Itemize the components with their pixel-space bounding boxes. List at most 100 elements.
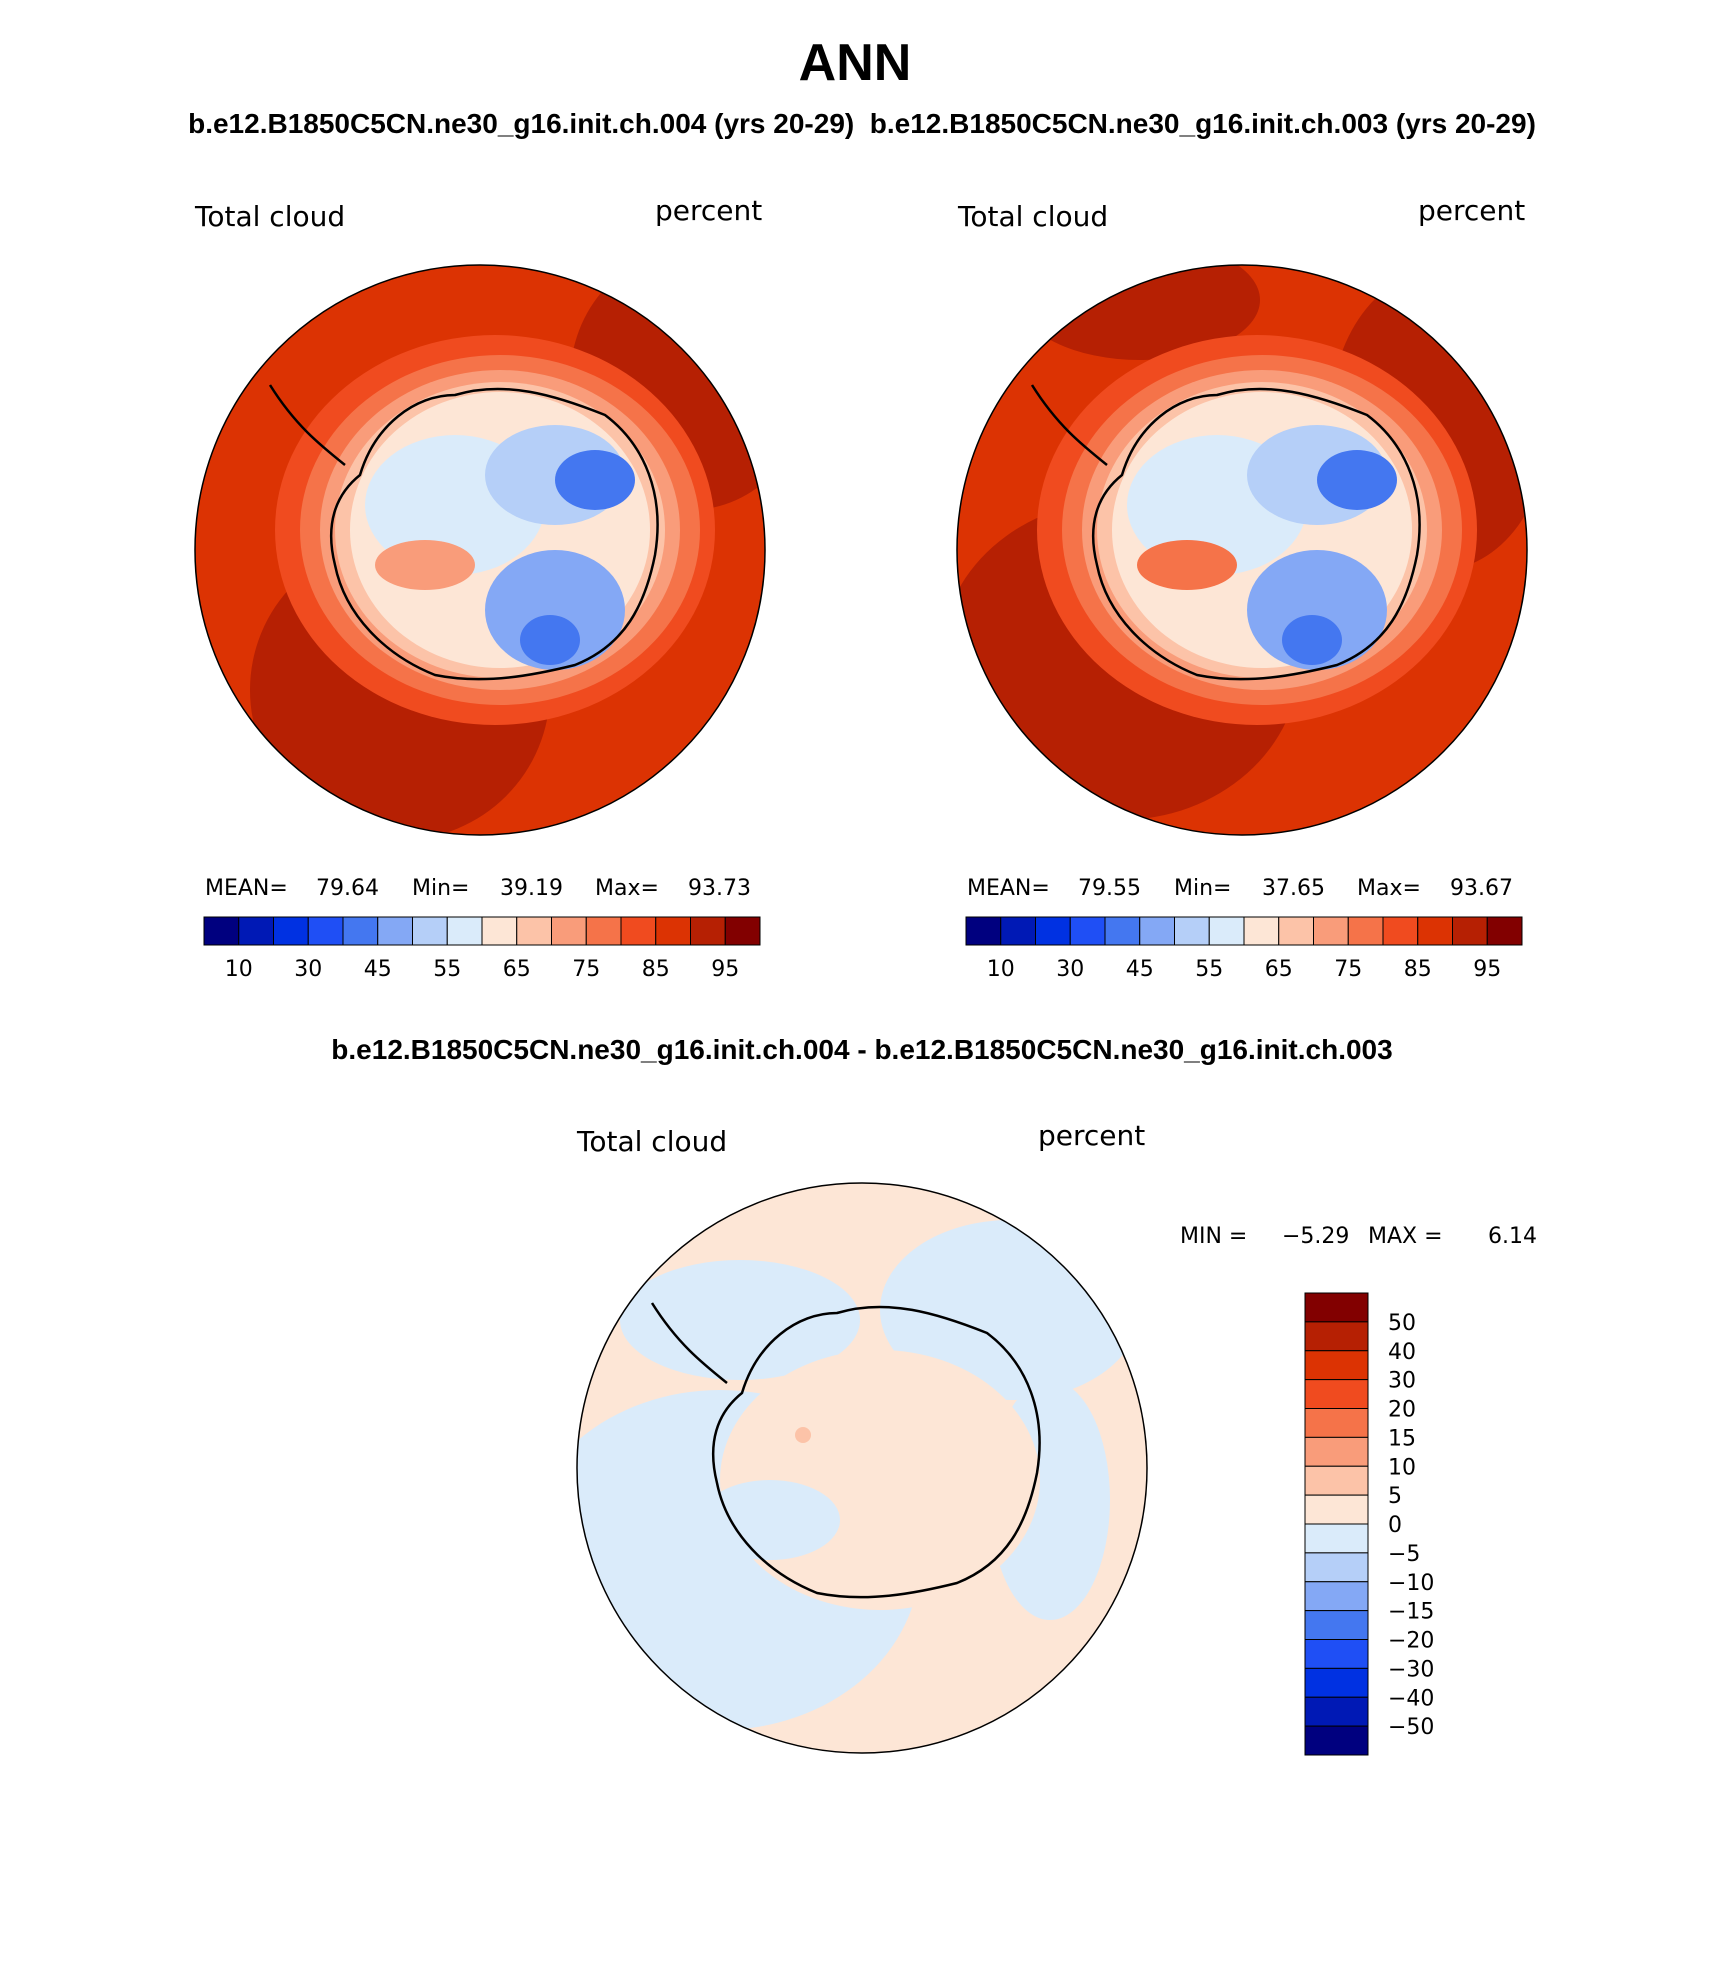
panel2-colorbar-box xyxy=(1104,916,1141,946)
diff-colorbar-tick-label: −30 xyxy=(1388,1657,1434,1682)
panel2-colorbar-box xyxy=(1382,916,1419,946)
panel1-colorbar-tick-label: 55 xyxy=(433,957,461,982)
panel1-colorbar-box xyxy=(516,916,552,946)
panel2-map-border xyxy=(956,264,1528,836)
panel1-colorbar-box xyxy=(273,916,309,946)
panel1-colorbar-box xyxy=(238,916,274,946)
diff-colorbar-box xyxy=(1304,1292,1369,1323)
panel1-colorbar-tick-label: 85 xyxy=(642,957,670,982)
panel2-colorbar-box xyxy=(1069,916,1106,946)
panel1-colorbar-box xyxy=(412,916,448,946)
diff-colorbar-box xyxy=(1304,1379,1369,1409)
diff-colorbar-tick-label: 40 xyxy=(1388,1340,1416,1365)
panel2-colorbar-box xyxy=(1139,916,1175,946)
diff-colorbar-tick-label: −40 xyxy=(1388,1686,1434,1711)
panel2-max-value: 93.67 xyxy=(1450,876,1513,901)
diff-colorbar-tick-label: 50 xyxy=(1388,1311,1416,1336)
diff-colorbar-box xyxy=(1304,1610,1369,1640)
panel1-colorbar-box xyxy=(551,916,587,946)
diff-colorbar-box xyxy=(1304,1321,1369,1352)
panel2-colorbar-tick-label: 45 xyxy=(1126,957,1154,982)
panel2-colorbar-box xyxy=(1313,916,1349,946)
figure-subtitle: b.e12.B1850C5CN.ne30_g16.init.ch.004 (yr… xyxy=(188,108,1536,139)
panel2-mean-label: MEAN= xyxy=(967,876,1050,901)
panel1-map-border xyxy=(194,264,766,836)
svg-text:MEAN= 79.55 Min=: MEAN= 79.55 Min= 37.65 Max= 93.67 xyxy=(967,876,1513,901)
panel1-colorbar-tick-label: 65 xyxy=(503,957,531,982)
panel2-colorbar-tick-label: 95 xyxy=(1473,957,1501,982)
panel1-units: percent xyxy=(655,194,762,227)
panel2-colorbar-box xyxy=(1486,916,1523,946)
diff-title: b.e12.B1850C5CN.ne30_g16.init.ch.004 - b… xyxy=(331,1034,1392,1065)
diff-map-border xyxy=(576,1182,1148,1754)
diff-variable: Total cloud xyxy=(576,1125,727,1158)
panel1-colorbar-box xyxy=(690,916,726,946)
panel1-colorbar-tick-label: 95 xyxy=(711,957,739,982)
panel2-min-value: 37.65 xyxy=(1262,876,1325,901)
panel1-colorbar-box xyxy=(307,916,344,946)
panel1-min-value: 39.19 xyxy=(500,876,563,901)
panel2-colorbar-box xyxy=(1347,916,1384,946)
panel1-colorbar-box xyxy=(585,916,622,946)
diff-colorbar-box xyxy=(1304,1436,1369,1467)
map-panel-2: Total cloud percent xyxy=(956,194,1528,982)
panel2-mean-value: 79.55 xyxy=(1078,876,1141,901)
diff-colorbar-box xyxy=(1304,1523,1369,1554)
diff-colorbar-box xyxy=(1304,1696,1369,1727)
panel2-colorbar-tick-label: 55 xyxy=(1195,957,1223,982)
diff-units: percent xyxy=(1038,1119,1145,1152)
panel2-min-label: Min= xyxy=(1174,876,1231,901)
diff-colorbar-box xyxy=(1304,1408,1369,1438)
diff-colorbar-box xyxy=(1304,1639,1369,1669)
panel1-map xyxy=(195,265,765,835)
diff-colorbar-tick-label: −15 xyxy=(1388,1600,1434,1625)
panel2-map xyxy=(957,265,1527,835)
diff-max-value: 6.14 xyxy=(1488,1224,1537,1249)
panel1-max-label: Max= xyxy=(595,876,659,901)
svg-text:MIN = −5.29 MAX =: MIN = −5.29 MAX = 6.14 xyxy=(1180,1224,1537,1249)
panel2-colorbar-box xyxy=(1174,916,1210,946)
panel1-colorbar-box xyxy=(342,916,379,946)
diff-colorbar-tick-label: −10 xyxy=(1388,1571,1434,1596)
panel1-min-label: Min= xyxy=(412,876,469,901)
diff-colorbar-box xyxy=(1304,1494,1369,1525)
panel2-colorbar-box xyxy=(1278,916,1314,946)
panel2-units: percent xyxy=(1418,194,1525,227)
panel1-mean-value: 79.64 xyxy=(316,876,379,901)
diff-colorbar-box xyxy=(1304,1465,1369,1496)
panel1-max-value: 93.73 xyxy=(688,876,751,901)
panel2-colorbar-box xyxy=(1208,916,1245,946)
panel2-colorbar-box xyxy=(1035,916,1071,946)
diff-colorbar-tick-label: 10 xyxy=(1388,1455,1416,1480)
diff-colorbar-tick-label: −50 xyxy=(1388,1715,1434,1740)
panel2-colorbar-tick-label: 65 xyxy=(1265,957,1293,982)
panel1-colorbar-box xyxy=(377,916,413,946)
panel1-colorbar-box xyxy=(446,916,483,946)
map-panel-1: Total cloud percent xyxy=(194,194,766,982)
panel2-colorbar-tick-label: 10 xyxy=(987,957,1015,982)
panel2-colorbar-box xyxy=(1000,916,1036,946)
diff-colorbar-tick-label: 30 xyxy=(1388,1369,1416,1394)
diff-min-value: −5.29 xyxy=(1282,1224,1349,1249)
panel2-colorbar-box xyxy=(1417,916,1453,946)
diff-colorbar-tick-label: 5 xyxy=(1388,1484,1402,1509)
diff-colorbar-box xyxy=(1304,1581,1369,1612)
panel1-mean-label: MEAN= xyxy=(205,876,288,901)
panel1-colorbar-box xyxy=(724,916,761,946)
panel2-colorbar: 10 30 45 55 65 75 85 95 xyxy=(965,916,1523,982)
panel1-colorbar-tick-label: 10 xyxy=(225,957,253,982)
panel1-colorbar-box xyxy=(620,916,657,946)
map-panel-diff: Total cloud percent MIN = −5.29 MAX = 6.… xyxy=(576,1119,1537,1756)
diff-colorbar-tick-label: −20 xyxy=(1388,1629,1434,1654)
panel1-colorbar-tick-label: 75 xyxy=(572,957,600,982)
diff-colorbar-tick-label: 0 xyxy=(1388,1513,1402,1538)
panel2-colorbar-tick-label: 30 xyxy=(1056,957,1084,982)
figure-title: ANN xyxy=(799,34,912,92)
svg-text:MEAN= 79.64 Min=: MEAN= 79.64 Min= 39.19 Max= 93.73 xyxy=(205,876,751,901)
panel2-colorbar-box xyxy=(1243,916,1280,946)
panel1-colorbar: 10 30 45 55 65 75 85 95 xyxy=(203,916,761,982)
diff-colorbar-box xyxy=(1304,1725,1369,1756)
panel1-variable: Total cloud xyxy=(194,200,345,233)
